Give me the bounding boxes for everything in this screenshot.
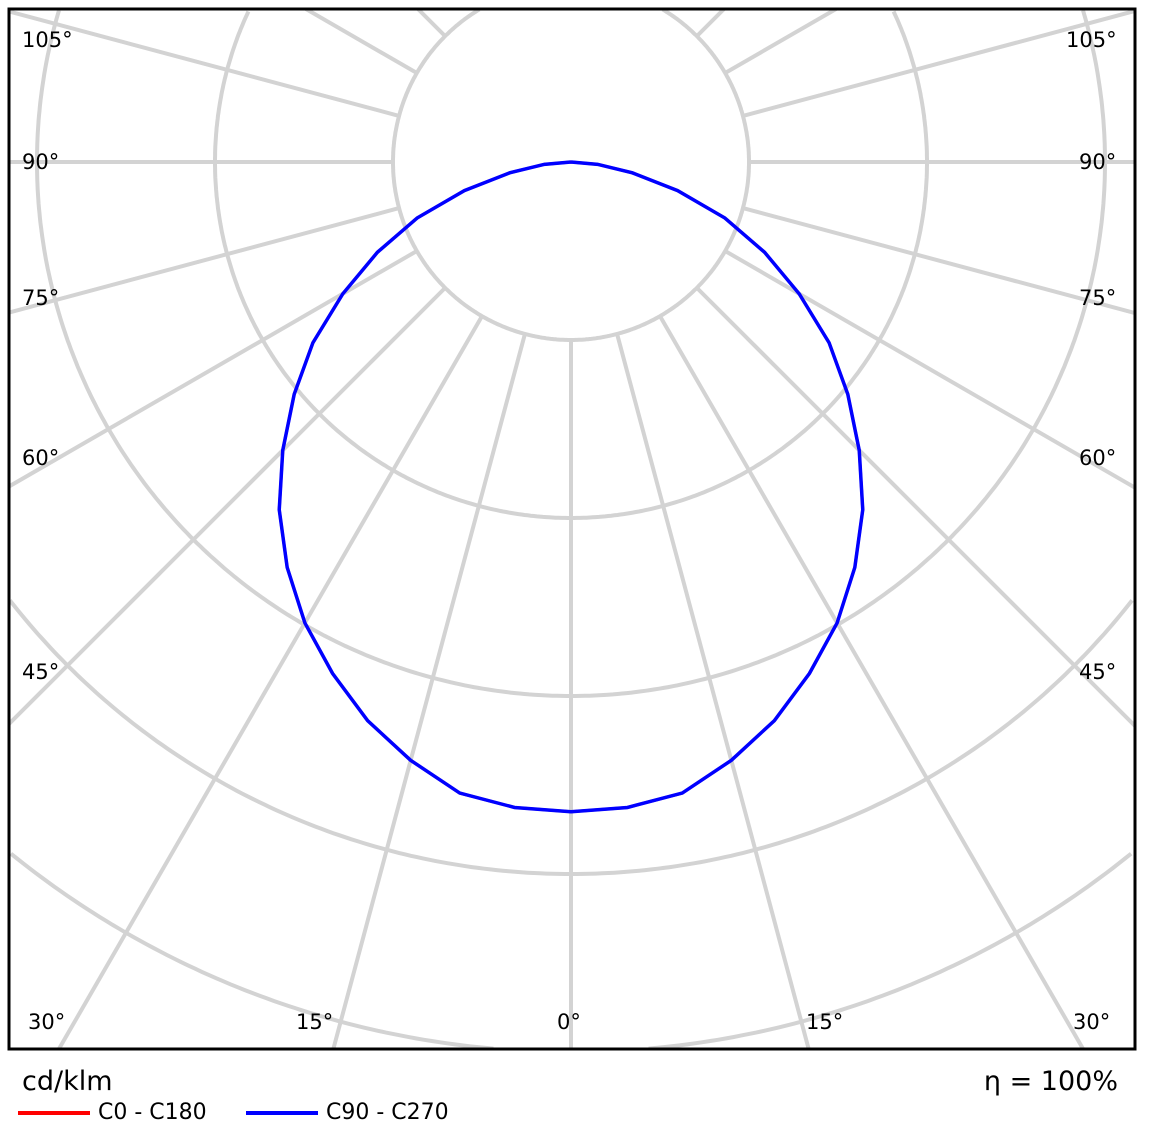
grid-spoke [9,249,418,489]
grid-spoke [695,9,726,38]
grid-spoke [724,249,1135,490]
series-curve-1 [277,160,865,814]
legend-label: C0 - C180 [98,1100,207,1125]
grid-spoke [416,9,447,38]
angle-label-bottom: 30° [28,1010,66,1034]
grid-ring [648,852,1133,1049]
grid-ring [213,10,571,520]
grid-spoke [615,333,811,1049]
plot-border [7,7,1137,1051]
grid-spoke [304,9,418,75]
grid-spoke [9,206,400,315]
grid-spoke [695,286,1135,728]
angle-label-right: 75° [1079,286,1117,310]
angle-label-right: 90° [1079,150,1117,174]
grid-ring [571,599,1134,876]
unit-label: cd/klm [22,1066,113,1097]
angle-label-right: 45° [1079,660,1117,684]
angle-label-left: 90° [22,150,60,174]
legend-item: C90 - C270 [246,1100,449,1125]
legend-label: C90 - C270 [326,1100,449,1125]
angle-label-left: 60° [22,446,60,470]
legend-swatch [246,1110,318,1115]
grid-spoke [724,9,838,75]
efficiency-label: η = 100% [983,1066,1118,1097]
angle-label-right: 60° [1079,446,1117,470]
grid-spoke [9,286,447,726]
legend-item: C0 - C180 [18,1100,207,1125]
grid-spoke [742,9,1135,118]
grid-spoke [742,206,1135,316]
grid-ring [35,9,571,698]
angle-label-bottom: 30° [1073,1010,1111,1034]
grid-ring [571,9,1107,698]
angle-label-left: 45° [22,660,60,684]
legend-swatch [18,1110,90,1115]
grid-ring [9,852,494,1049]
grid-ring [9,599,571,876]
curves [277,160,865,814]
angle-label-left: 75° [22,286,60,310]
polar-grid [9,9,1135,1049]
grid-ring [391,9,571,342]
grid-spoke [331,333,527,1049]
grid-spoke [9,9,400,118]
grid-ring [571,10,929,520]
grid-spoke [658,315,1085,1049]
grid-spoke [57,315,484,1049]
angle-label-bottom: 15° [806,1010,844,1034]
angle-label-left: 105° [22,28,73,52]
angle-label-bottom: 0° [557,1010,581,1034]
angle-label-right: 105° [1066,28,1117,52]
grid-ring [571,9,751,342]
angle-label-bottom: 15° [296,1010,334,1034]
